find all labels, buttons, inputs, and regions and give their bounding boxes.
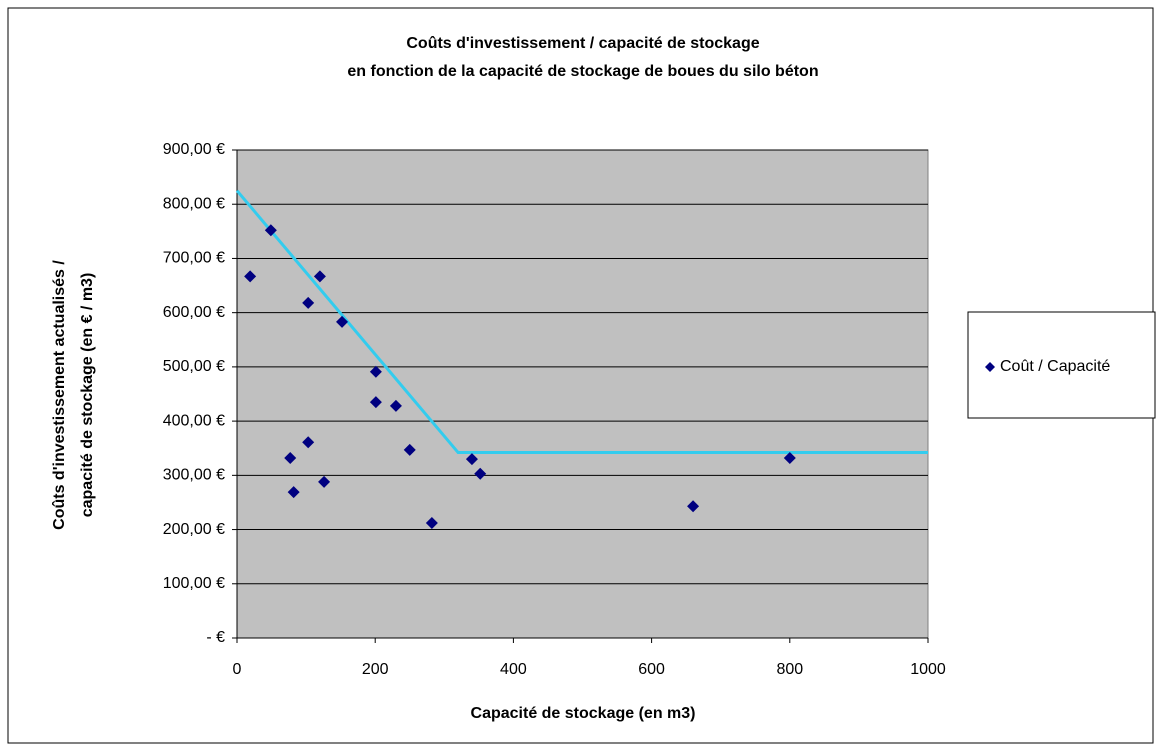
point <box>465 453 478 466</box>
x-tick-label: 600 <box>638 661 665 678</box>
point <box>244 270 257 283</box>
point <box>369 365 382 378</box>
legend-label: Coût / Capacité <box>1000 358 1110 375</box>
y-axis-title: Coûts d'investissement actualisés / <box>51 260 68 530</box>
point <box>425 517 438 530</box>
y-tick-label: 200,00 € <box>163 521 225 538</box>
y-tick-label: 700,00 € <box>163 250 225 267</box>
point <box>313 270 326 283</box>
chart-title: en fonction de la capacité de stockage d… <box>347 63 818 80</box>
point <box>403 443 416 456</box>
y-tick-label: 500,00 € <box>163 358 225 375</box>
x-tick-label: 800 <box>776 661 803 678</box>
y-axis-title: capacité de stockage (en € / m3) <box>79 273 96 518</box>
point <box>302 296 315 309</box>
point <box>369 396 382 409</box>
legend-box <box>967 311 1156 419</box>
point <box>474 467 487 480</box>
x-tick-label: 1000 <box>910 661 946 678</box>
x-axis-title: Capacité de stockage (en m3) <box>471 705 696 722</box>
y-tick-label: 800,00 € <box>163 195 225 212</box>
x-tick-label: 400 <box>500 661 527 678</box>
point <box>302 436 315 449</box>
y-tick-label: - € <box>206 629 225 646</box>
y-tick-label: 900,00 € <box>163 141 225 158</box>
x-tick-label: 200 <box>362 661 389 678</box>
point <box>284 451 297 464</box>
y-tick-label: 300,00 € <box>163 467 225 484</box>
trend-line <box>235 189 928 455</box>
point <box>687 500 700 513</box>
y-tick-label: 400,00 € <box>163 412 225 429</box>
point <box>389 399 402 412</box>
x-tick-label: 0 <box>233 661 242 678</box>
y-tick-label: 100,00 € <box>163 575 225 592</box>
legend-marker <box>985 362 995 372</box>
plot-area <box>236 149 929 639</box>
chart-title: Coûts d'investissement / capacité de sto… <box>406 35 759 52</box>
point <box>336 315 349 328</box>
y-tick-label: 600,00 € <box>163 304 225 321</box>
point <box>318 475 331 488</box>
point <box>783 451 796 464</box>
point <box>287 486 300 499</box>
point <box>264 224 277 237</box>
